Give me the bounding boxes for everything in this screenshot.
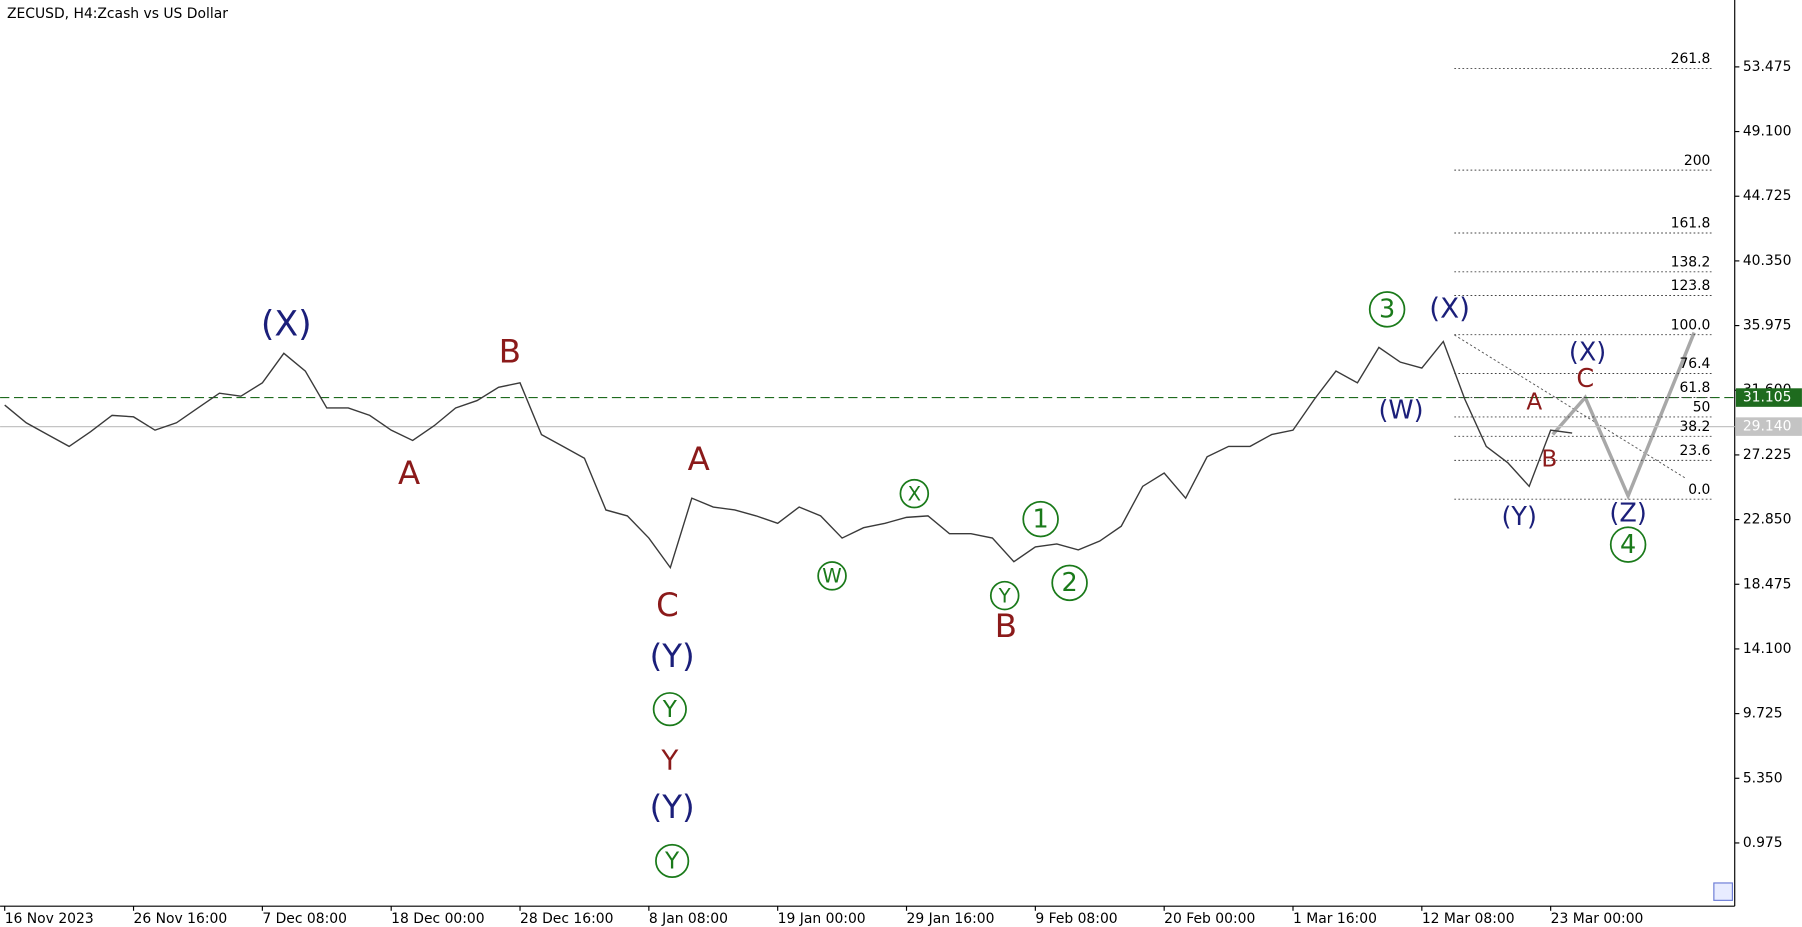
fib-label: 38.2 (1679, 419, 1710, 435)
wave-label: Y (660, 743, 679, 776)
x-tick-label: 1 Mar 16:00 (1293, 911, 1377, 927)
fib-label: 76.4 (1679, 356, 1710, 372)
x-tick-label: 28 Dec 16:00 (520, 911, 613, 927)
wave-label: 4 (1620, 530, 1636, 560)
wave-label: A (1526, 389, 1542, 416)
fib-label: 23.6 (1679, 443, 1710, 459)
y-tick-label: 9.725 (1743, 706, 1783, 722)
wave-label: (X) (1569, 337, 1606, 367)
x-tick-label: 7 Dec 08:00 (262, 911, 347, 927)
wave-circle (1022, 500, 1059, 538)
wave-label: C (656, 586, 679, 624)
x-tick-label: 9 Feb 08:00 (1035, 911, 1117, 927)
y-tick-label: 49.100 (1743, 124, 1792, 140)
wave-label: Y (998, 584, 1012, 607)
wave-label: Y (664, 848, 680, 875)
price-tag (1735, 417, 1802, 436)
y-tick-label: 0.975 (1743, 835, 1783, 851)
fib-label: 161.8 (1671, 216, 1711, 232)
price-line (4, 340, 1573, 570)
x-tick-label: 12 Mar 08:00 (1422, 911, 1515, 927)
wave-label: (X) (1429, 291, 1470, 324)
wave-label: A (688, 440, 710, 478)
wave-label: (W) (1378, 395, 1423, 425)
x-tick-label: 26 Nov 16:00 (134, 911, 228, 927)
y-tick-label: 22.850 (1743, 512, 1792, 528)
wave-label: Y (662, 696, 678, 723)
price-tag-label: 31.105 (1743, 390, 1792, 406)
wave-label: (X) (261, 305, 312, 345)
wave-label: (Z) (1609, 498, 1646, 528)
fib-label: 50 (1693, 400, 1711, 416)
wave-circle (655, 843, 690, 879)
price-tag (1735, 388, 1802, 407)
wave-label: W (822, 565, 841, 588)
corner-button[interactable] (1713, 882, 1733, 901)
y-tick-label: 53.475 (1743, 59, 1792, 75)
fib-label: 138.2 (1671, 255, 1711, 271)
fib-label: 261.8 (1671, 51, 1711, 67)
wave-label: X (908, 482, 922, 505)
fib-label: 0.0 (1688, 482, 1710, 498)
trend-line (1454, 334, 1687, 479)
wave-label: 2 (1061, 568, 1077, 598)
y-tick-label: 5.350 (1743, 770, 1783, 786)
wave-label: B (499, 332, 521, 370)
x-tick-label: 23 Mar 00:00 (1551, 911, 1644, 927)
wave-circle (899, 478, 930, 509)
wave-label: (Y) (650, 637, 695, 675)
price-tag-label: 29.140 (1743, 419, 1792, 435)
x-tick-label: 8 Jan 08:00 (649, 911, 728, 927)
fib-label: 123.8 (1671, 278, 1711, 294)
forecast-path (1551, 331, 1696, 501)
wave-label: (Y) (650, 788, 695, 826)
chart-title: ZECUSD, H4: (7, 6, 97, 22)
wave-circle (1368, 291, 1406, 328)
wave-circle (652, 692, 687, 727)
fib-label: 100.0 (1671, 317, 1711, 333)
fib-label: 61.8 (1679, 380, 1710, 396)
y-tick-label: 44.725 (1743, 188, 1792, 204)
chart-subtitle: Zcash vs US Dollar (97, 6, 228, 22)
fib-label: 200 (1684, 153, 1711, 169)
wave-label: B (995, 607, 1017, 645)
y-tick-label: 18.475 (1743, 576, 1792, 592)
wave-circle (989, 580, 1020, 611)
y-tick-label: 14.100 (1743, 641, 1792, 657)
wave-label: (Y) (1501, 502, 1536, 532)
wave-circle (1609, 526, 1647, 563)
wave-label: 3 (1379, 295, 1395, 325)
x-tick-label: 19 Jan 00:00 (778, 911, 866, 927)
wave-label: C (1576, 364, 1594, 394)
wave-circle (817, 561, 847, 591)
wave-label: B (1541, 446, 1557, 473)
x-tick-label: 20 Feb 00:00 (1164, 911, 1255, 927)
x-tick-label: 18 Dec 00:00 (391, 911, 484, 927)
wave-label: A (398, 454, 420, 492)
x-tick-label: 16 Nov 2023 (5, 911, 94, 927)
y-tick-label: 40.350 (1743, 253, 1792, 269)
wave-label: 1 (1033, 504, 1049, 534)
y-tick-label: 35.975 (1743, 318, 1792, 334)
wave-circle (1051, 564, 1088, 602)
x-tick-label: 29 Jan 16:00 (907, 911, 995, 927)
y-tick-label: 27.225 (1743, 447, 1792, 463)
